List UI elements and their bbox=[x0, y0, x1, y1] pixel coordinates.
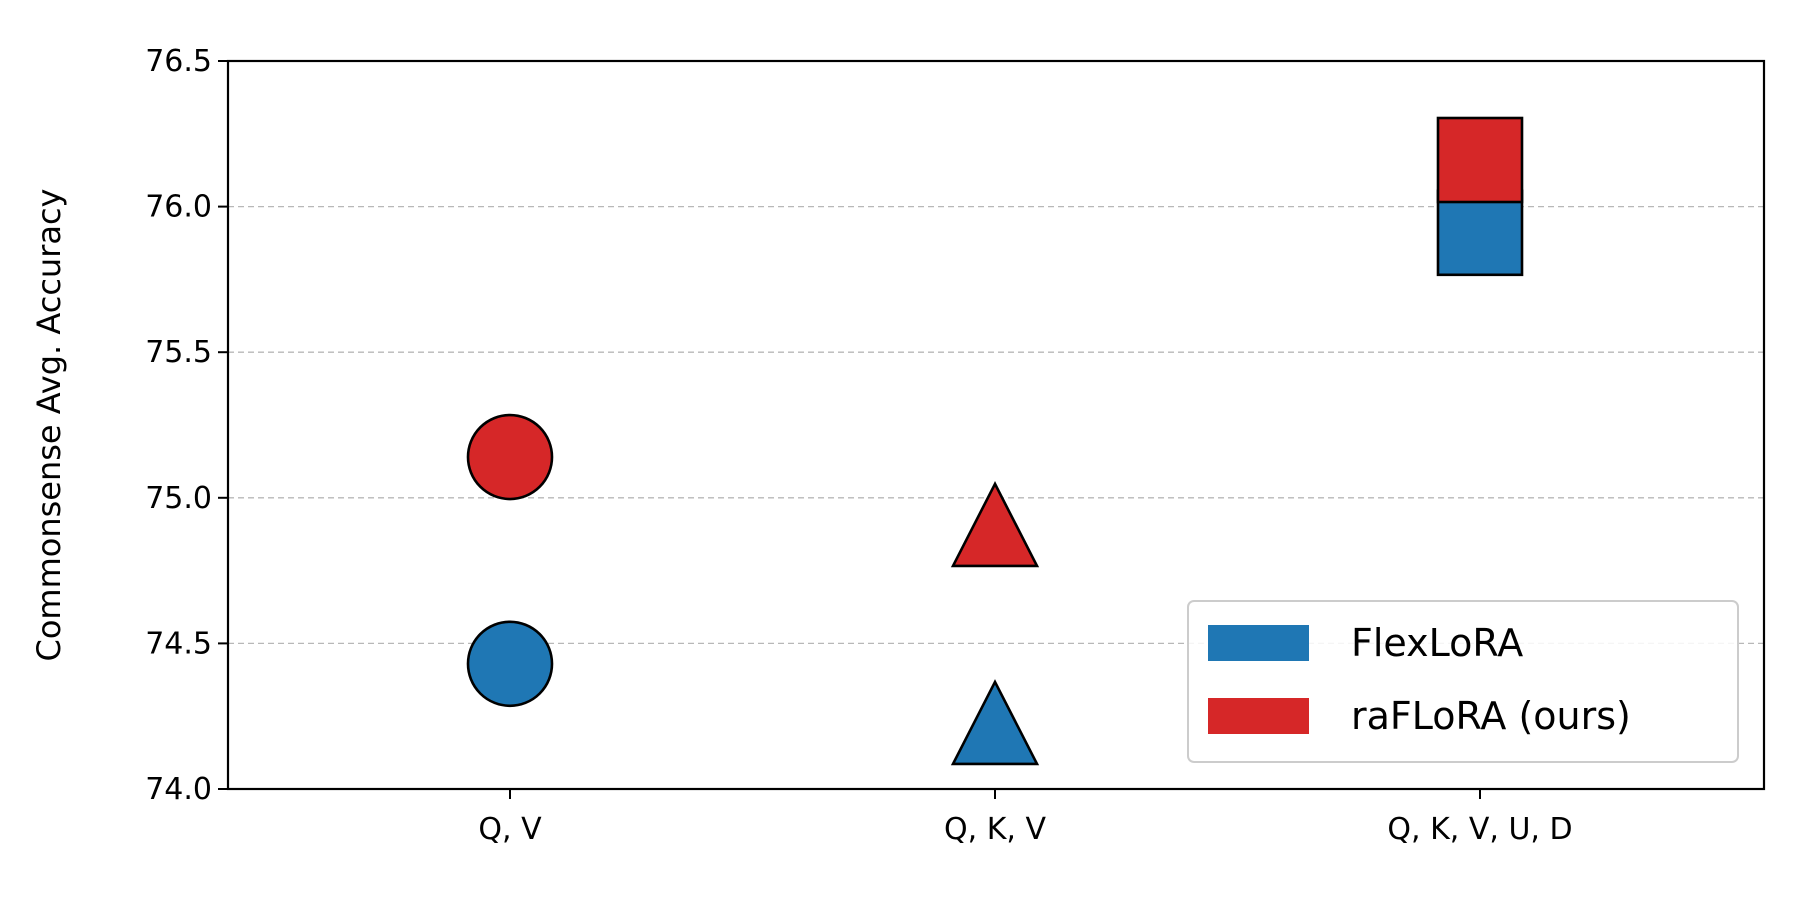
y-axis-label: Commonsense Avg. Accuracy bbox=[30, 189, 68, 662]
data-point bbox=[1436, 116, 1524, 204]
legend-label: FlexLoRA bbox=[1351, 621, 1523, 665]
legend-box bbox=[1187, 600, 1739, 763]
y-tick-label: 76.5 bbox=[145, 44, 212, 79]
y-tick-label: 74.0 bbox=[145, 772, 212, 807]
data-point bbox=[1436, 189, 1524, 277]
axis-ticks: 74.0 74.5 75.0 75.5 76.0 76.5 Q, V Q, K, V Q, K,… bbox=[145, 44, 1572, 847]
y-tick-label: 76.0 bbox=[145, 190, 212, 225]
x-tick-label: Q, K, V, U, D bbox=[1387, 812, 1572, 847]
data-point bbox=[466, 620, 554, 708]
data-markers bbox=[466, 116, 1524, 766]
x-tick-label: Q, V bbox=[478, 812, 542, 847]
y-tick-label: 74.5 bbox=[145, 626, 212, 661]
data-point bbox=[950, 481, 1040, 568]
y-tick-label: 75.0 bbox=[145, 481, 212, 516]
legend: FlexLoRA raFLoRA (ours) bbox=[1187, 600, 1739, 763]
x-tick-label: Q, K, V bbox=[944, 812, 1046, 847]
data-point bbox=[466, 413, 554, 501]
legend-label: raFLoRA (ours) bbox=[1351, 694, 1631, 738]
y-tick-label: 75.5 bbox=[145, 335, 212, 370]
legend-swatch bbox=[1208, 698, 1309, 734]
data-point bbox=[950, 679, 1040, 766]
legend-swatch bbox=[1208, 625, 1309, 661]
